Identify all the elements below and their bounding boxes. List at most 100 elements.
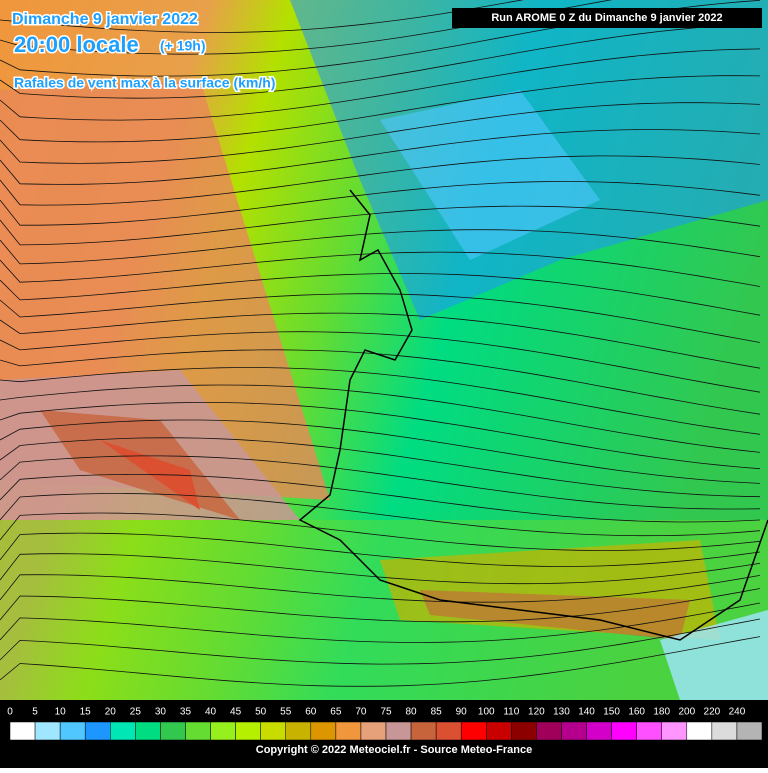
streamline — [0, 129, 761, 185]
legend-label: 10 — [55, 707, 67, 718]
legend-label: 150 — [603, 707, 620, 718]
legend-label: 25 — [130, 707, 142, 718]
streamline — [0, 155, 761, 206]
legend-label: 85 — [431, 707, 443, 718]
legend-swatch — [611, 721, 637, 741]
legend-label: 40 — [205, 707, 217, 718]
legend-label: 220 — [704, 707, 721, 718]
legend-swatch — [84, 721, 111, 741]
coastline-border — [298, 189, 768, 641]
legend-label: 130 — [553, 707, 570, 718]
legend-label: 55 — [280, 707, 292, 718]
streamline — [0, 455, 761, 510]
legend-label: 30 — [155, 707, 167, 718]
legend-swatch — [135, 721, 161, 741]
legend-swatch — [661, 721, 688, 741]
legend-swatch — [385, 721, 412, 741]
legend-swatch — [561, 721, 587, 741]
legend-swatch — [636, 721, 662, 741]
gust-area — [380, 90, 600, 260]
legend-label: 200 — [678, 707, 695, 718]
streamline — [0, 367, 761, 435]
legend-swatch — [9, 721, 36, 741]
legend-swatch — [335, 721, 362, 741]
streamline — [0, 0, 524, 33]
streamline — [0, 473, 761, 523]
legend-label: 5 — [32, 707, 38, 718]
gust-area — [100, 440, 200, 510]
legend-swatch — [34, 721, 61, 741]
legend-label: 65 — [330, 707, 342, 718]
legend-label: 60 — [305, 707, 317, 718]
legend-swatch — [410, 721, 437, 741]
legend-label: 15 — [80, 707, 92, 718]
legend-swatch — [511, 721, 537, 741]
legend-label: 140 — [578, 707, 595, 718]
legend-swatch — [235, 721, 261, 741]
streamline — [0, 602, 761, 643]
legend-swatch — [486, 721, 512, 741]
run-box — [452, 8, 762, 28]
legend-swatch — [59, 721, 86, 741]
legend-label: 75 — [380, 707, 392, 718]
streamline — [0, 293, 761, 343]
legend-swatch — [736, 721, 763, 741]
legend-label: 100 — [478, 707, 495, 718]
streamline — [0, 75, 761, 143]
legend-label: 90 — [456, 707, 468, 718]
legend-swatch — [110, 721, 136, 741]
legend-label: 35 — [180, 707, 192, 718]
legend-label: 240 — [729, 707, 746, 718]
streamline — [0, 384, 761, 453]
streamline — [0, 229, 761, 265]
streamline — [0, 23, 761, 99]
legend-swatch — [586, 721, 612, 741]
legend-swatch — [210, 721, 236, 741]
streamline — [0, 272, 761, 316]
streamline — [0, 437, 761, 498]
legend-swatch — [460, 721, 487, 741]
legend-swatch — [711, 721, 738, 741]
legend-swatch — [260, 721, 286, 741]
streamline — [0, 48, 761, 121]
legend-label: 160 — [628, 707, 645, 718]
legend-label: 180 — [653, 707, 670, 718]
streamline — [0, 102, 761, 164]
legend-label: 110 — [503, 707, 519, 718]
legend-swatch — [536, 721, 562, 741]
legend-label: 20 — [105, 707, 117, 718]
legend-label: 80 — [406, 707, 418, 718]
streamline — [0, 349, 761, 415]
streamline — [0, 419, 761, 484]
streamline — [0, 331, 761, 393]
streamline — [0, 312, 761, 369]
date: Dimanche 9 janvier 2022 — [12, 11, 198, 28]
offset: (+ 19h) — [160, 38, 206, 54]
run-info: Run AROME 0 Z du Dimanche 9 janvier 2022 — [491, 12, 722, 24]
streamline — [0, 512, 761, 551]
legend-swatch — [285, 721, 312, 741]
time: 20:00 locale — [14, 32, 139, 57]
streamlines — [0, 0, 761, 687]
streamline — [0, 553, 761, 585]
legend-label: 50 — [255, 707, 267, 718]
legend-label: 120 — [528, 707, 545, 718]
legend-label: 0 — [7, 707, 13, 718]
streamline — [0, 401, 761, 470]
streamline — [0, 205, 761, 246]
streamline — [0, 493, 761, 537]
legend-swatch — [310, 721, 337, 741]
legend-label: 70 — [355, 707, 367, 718]
legend-swatch — [160, 721, 186, 741]
legend-swatch — [185, 721, 211, 741]
streamline — [0, 636, 761, 687]
streamline — [0, 618, 761, 665]
streamline — [0, 532, 761, 567]
legend-swatch — [360, 721, 387, 741]
copyright: Copyright © 2022 Meteociel.fr - Source M… — [256, 744, 532, 756]
streamline — [0, 574, 761, 603]
streamline — [0, 588, 761, 623]
legend-label: 45 — [230, 707, 242, 718]
streamline — [0, 0, 613, 55]
